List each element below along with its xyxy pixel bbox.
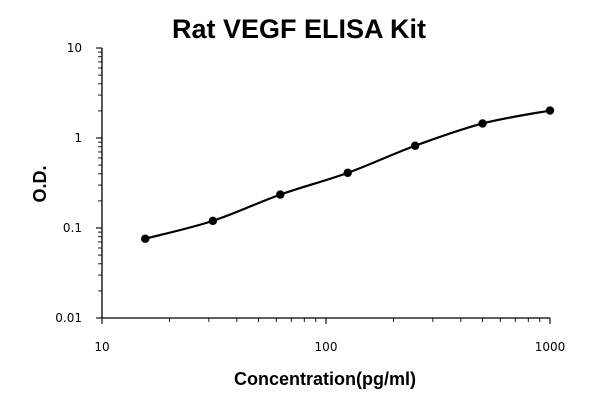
data-point	[410, 141, 420, 150]
ticks: 10 100 1000 10 1 0.1 0.01	[55, 41, 565, 354]
y-tick-label: 10	[67, 41, 82, 55]
x-tick-label: 10	[94, 340, 109, 354]
x-tick-label: 100	[315, 340, 338, 354]
chart-title: Rat VEGF ELISA Kit	[172, 14, 426, 44]
plot-area	[141, 106, 555, 243]
data-point	[208, 216, 218, 226]
x-axis-label: Concentration(pg/ml)	[234, 369, 416, 389]
axes	[101, 48, 550, 319]
y-axis-label: O.D.	[30, 165, 50, 202]
y-tick-label: 0.01	[55, 311, 82, 325]
data-point	[545, 106, 555, 115]
y-tick-label: 0.1	[63, 221, 82, 235]
x-tick-label: 1000	[535, 340, 566, 354]
data-point	[343, 168, 352, 178]
data-point	[141, 234, 150, 243]
y-tick-label: 1	[74, 131, 82, 145]
data-point	[478, 119, 487, 128]
data-point	[276, 190, 285, 199]
